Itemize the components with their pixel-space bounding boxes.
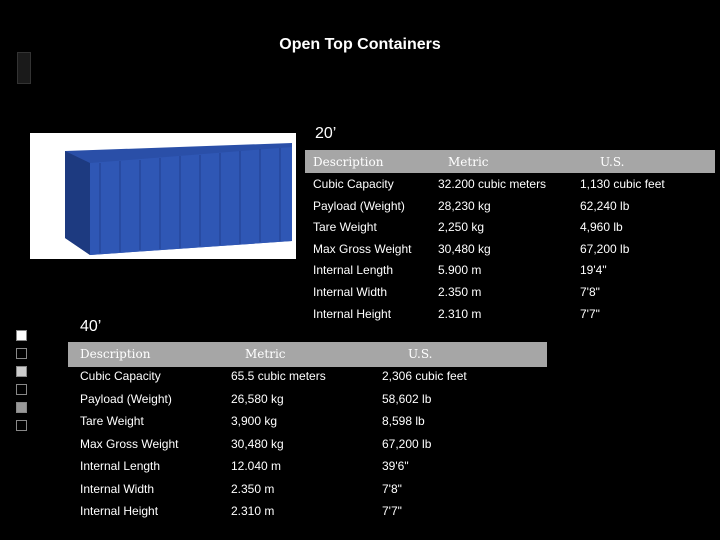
table-cell: 2,306 cubic feet (382, 369, 467, 383)
table-cell: Cubic Capacity (80, 369, 161, 383)
table-cell: 3,900 kg (231, 414, 278, 428)
table-cell: 30,480 kg (231, 436, 284, 451)
table-cell: Internal Width (313, 285, 388, 299)
decor (16, 384, 27, 395)
table-cell: 39'6" (382, 459, 409, 473)
decor (16, 420, 27, 431)
table-cell: 26,580 kg (231, 391, 284, 406)
table-cell: 65.5 cubic meters (231, 369, 326, 383)
table-cell: 7'8" (382, 481, 402, 496)
table-cell: 67,200 lb (382, 436, 432, 451)
table-cell: Cubic Capacity (313, 177, 394, 191)
table-cell: 2.310 m (438, 306, 482, 321)
table-cell: Payload (Weight) (313, 198, 405, 213)
table-cell: 58,602 lb (382, 391, 432, 406)
table-cell: Internal Width (80, 481, 155, 496)
table-cell: Internal Height (80, 504, 159, 518)
decor (16, 348, 27, 359)
column-header: Description (313, 155, 384, 169)
table-cell: 2.350 m (231, 481, 275, 496)
table-cell: Max Gross Weight (313, 241, 412, 256)
table-cell: 2.350 m (438, 285, 482, 299)
decor (16, 402, 27, 413)
table-cell: 1,130 cubic feet (580, 177, 665, 191)
table-cell: Tare Weight (80, 414, 144, 428)
header-band (68, 342, 547, 367)
table-label: 20’ (315, 125, 337, 142)
table-cell: Internal Length (80, 459, 161, 473)
table-cell: 7'7" (580, 306, 600, 321)
table-cell: Internal Height (313, 306, 392, 321)
table-cell: Internal Length (313, 263, 394, 278)
table-cell: 7'8" (580, 285, 600, 299)
column-header: Description (80, 347, 151, 361)
table-cell: Tare Weight (313, 220, 377, 235)
table-cell: 2.310 m (231, 504, 275, 518)
table-cell: Max Gross Weight (80, 436, 179, 451)
table-cell: 8,598 lb (382, 414, 425, 428)
table-cell: 62,240 lb (580, 198, 630, 213)
decor (16, 330, 27, 341)
table-cell: 19'4" (580, 263, 607, 278)
column-header: U.S. (600, 155, 625, 169)
decor (17, 52, 31, 84)
table-cell: 30,480 kg (438, 241, 491, 256)
table-cell: 67,200 lb (580, 241, 630, 256)
table-cell: 7'7" (382, 504, 402, 518)
table-cell: 32.200 cubic meters (438, 177, 547, 191)
title: Open Top Containers (279, 36, 441, 53)
table-cell: Payload (Weight) (80, 391, 172, 406)
table-cell: 4,960 lb (580, 220, 623, 235)
column-header: Metric (245, 347, 286, 361)
decor (16, 366, 27, 377)
header-band (305, 150, 715, 173)
container-image (30, 133, 296, 259)
table-cell: 28,230 kg (438, 198, 491, 213)
table-cell: 2,250 kg (438, 220, 485, 235)
table-label: 40’ (80, 318, 102, 335)
column-header: U.S. (408, 347, 433, 361)
column-header: Metric (448, 155, 489, 169)
table-cell: 5.900 m (438, 263, 482, 278)
table-cell: 12.040 m (231, 459, 282, 473)
